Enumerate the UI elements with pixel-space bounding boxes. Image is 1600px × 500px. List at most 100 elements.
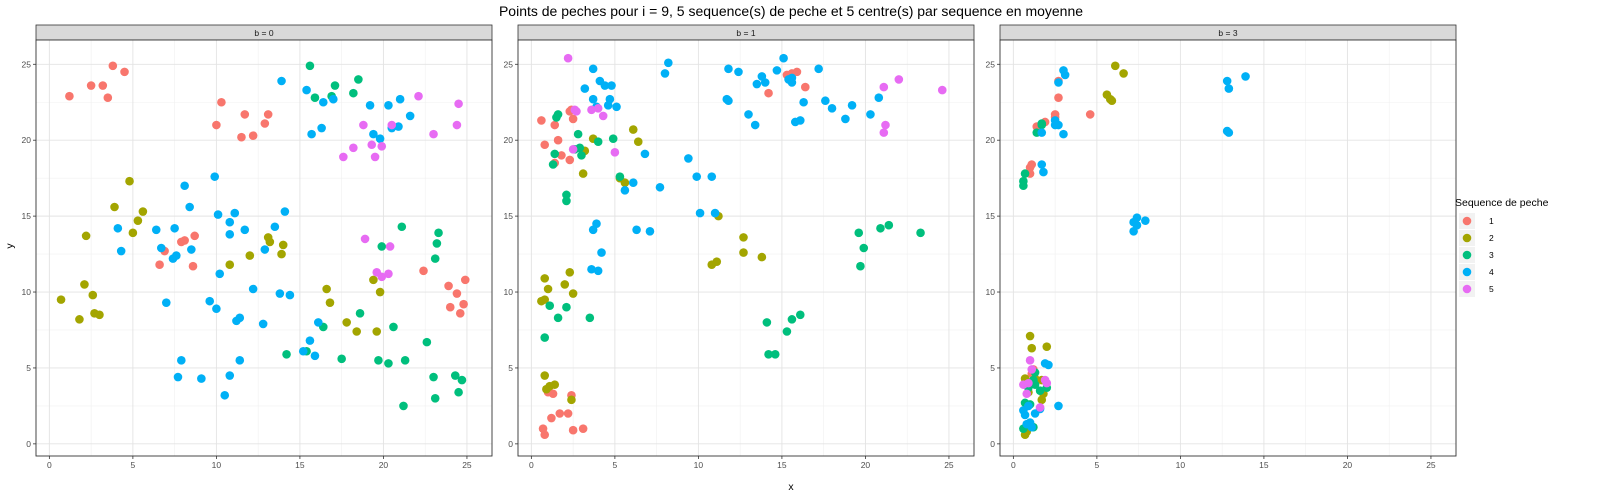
data-point	[585, 313, 595, 323]
data-point	[879, 82, 889, 92]
x-tick-label: 25	[462, 460, 472, 470]
data-point	[792, 67, 802, 77]
x-tick-label: 0	[529, 460, 534, 470]
data-point	[620, 186, 630, 195]
data-point	[277, 249, 286, 259]
legend-label: 1	[1489, 216, 1494, 226]
data-point	[452, 120, 462, 130]
data-point	[367, 140, 377, 150]
series-4	[113, 76, 415, 400]
data-point	[562, 196, 571, 206]
data-point	[310, 351, 320, 361]
data-point	[455, 308, 465, 318]
data-point	[313, 318, 323, 327]
data-point	[1054, 93, 1063, 102]
data-point	[263, 110, 273, 119]
y-axis-title: y	[4, 243, 16, 249]
data-point	[225, 217, 235, 227]
data-point	[762, 318, 772, 327]
data-point	[841, 114, 850, 124]
data-point	[550, 120, 560, 130]
y-tick-label: 10	[22, 287, 32, 297]
data-point	[434, 228, 443, 238]
data-point	[757, 252, 767, 262]
data-point	[452, 289, 462, 298]
data-point	[563, 53, 573, 63]
data-point	[280, 207, 290, 216]
data-point	[567, 395, 576, 405]
data-point	[856, 261, 865, 271]
data-point	[1039, 167, 1048, 177]
data-point	[317, 123, 326, 133]
data-point	[543, 284, 553, 294]
data-point	[1035, 403, 1045, 412]
data-point	[113, 223, 123, 233]
data-point	[568, 114, 578, 124]
data-point	[260, 245, 270, 254]
data-point	[212, 304, 221, 314]
data-point	[800, 82, 810, 92]
data-point	[133, 216, 143, 225]
data-point	[375, 134, 385, 143]
data-point	[772, 66, 782, 75]
y-tick-label: 15	[504, 211, 514, 221]
data-point	[548, 389, 558, 399]
data-point	[459, 299, 468, 309]
data-point	[205, 296, 215, 306]
data-point	[103, 93, 113, 102]
data-point	[1037, 160, 1047, 169]
data-point	[1132, 213, 1142, 222]
data-point	[540, 295, 550, 304]
data-point	[116, 246, 126, 256]
data-point	[633, 137, 643, 147]
data-point	[217, 97, 226, 107]
data-point	[151, 225, 161, 235]
data-point	[1107, 96, 1117, 106]
data-point	[799, 97, 808, 107]
data-point	[387, 120, 397, 130]
data-point	[384, 359, 393, 368]
data-point	[372, 327, 382, 336]
data-point	[1027, 343, 1037, 353]
data-point	[307, 129, 316, 139]
data-point	[225, 371, 235, 380]
data-point	[365, 100, 375, 110]
legend-entry: 3	[1459, 247, 1494, 263]
data-point	[660, 69, 670, 78]
plot-background	[1000, 40, 1456, 456]
data-point	[81, 231, 91, 241]
data-point	[414, 91, 423, 101]
legend-label: 5	[1489, 284, 1494, 294]
data-point	[397, 222, 407, 232]
data-point	[764, 88, 773, 98]
data-point	[787, 315, 797, 324]
data-point	[1020, 169, 1030, 178]
legend-key	[1462, 250, 1472, 260]
legend-entry: 4	[1459, 264, 1494, 280]
x-tick-label: 10	[212, 460, 222, 470]
data-point	[172, 251, 181, 260]
panel-border	[999, 39, 1457, 457]
series-5	[1019, 356, 1052, 412]
data-point	[65, 91, 74, 101]
panel-border	[517, 39, 975, 457]
data-point	[369, 275, 378, 285]
data-point	[265, 237, 275, 247]
legend-entry: 2	[1459, 230, 1494, 246]
data-point	[605, 94, 615, 104]
data-point	[187, 245, 196, 254]
data-point	[375, 287, 385, 297]
x-tick-label: 10	[1176, 460, 1186, 470]
y-tick-label: 15	[22, 211, 32, 221]
data-point	[86, 81, 96, 90]
data-point	[1224, 84, 1234, 93]
data-point	[540, 140, 550, 150]
x-tick-label: 15	[1259, 460, 1269, 470]
data-point	[560, 280, 570, 289]
data-point	[310, 93, 320, 102]
x-tick-label: 5	[131, 460, 136, 470]
data-point	[108, 61, 118, 71]
data-point	[593, 137, 603, 147]
data-point	[1054, 401, 1063, 411]
data-point	[460, 275, 470, 285]
